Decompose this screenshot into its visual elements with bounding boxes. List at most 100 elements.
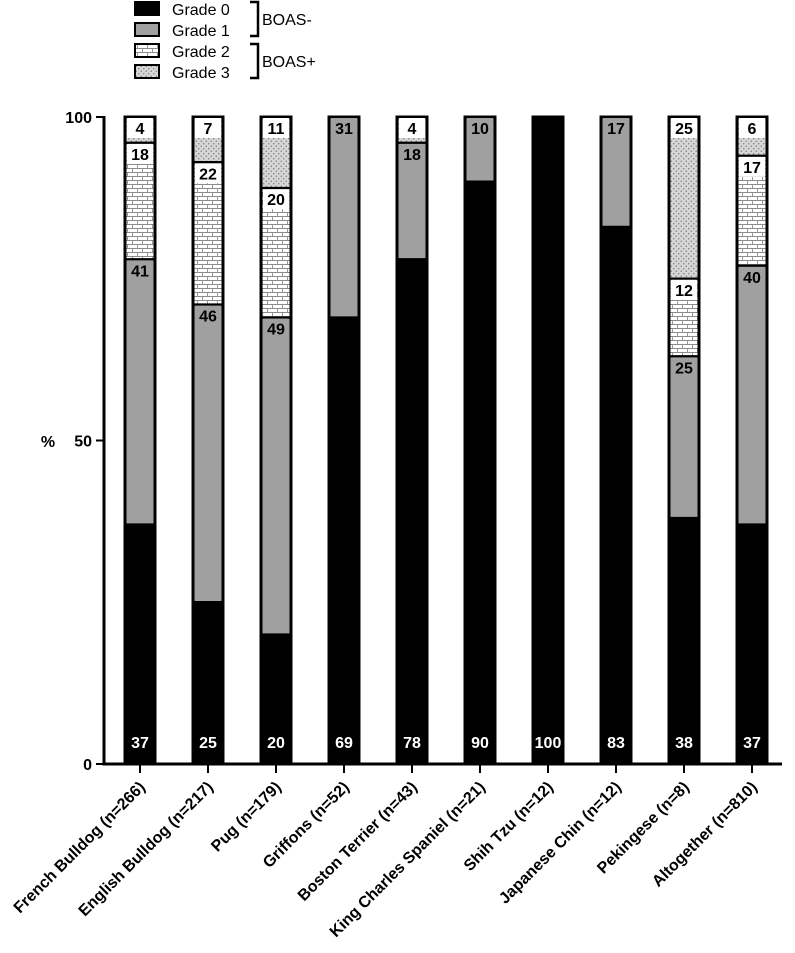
data-label-bg (195, 118, 221, 138)
data-label-bg (603, 118, 629, 138)
data-label: 78 (403, 735, 421, 752)
bar-segment-grade-2 (193, 162, 223, 305)
bar-segment-grade-0 (193, 602, 223, 764)
x-tick-label-japanese-chin: Japanese Chin (n=12) (496, 779, 625, 908)
bar-group-boston-terrier: 78 18 4 (395, 115, 429, 766)
data-label: 100 (535, 735, 562, 752)
y-axis-label: % (41, 434, 55, 451)
legend-swatch-grade-1 (134, 22, 160, 37)
bar-segment-grade-0 (533, 117, 563, 764)
legend-label-grade-0: Grade 0 (172, 2, 230, 19)
data-label-bg (671, 118, 697, 138)
bar-segment-grade-1 (737, 265, 767, 525)
bar-segment-grade-1 (261, 317, 291, 635)
legend-swatch-grade-2 (134, 43, 160, 58)
bar-outline (667, 115, 701, 766)
bar-segment-grade-0 (261, 634, 291, 764)
bar-segment-grade-1 (193, 304, 223, 603)
data-label: 12 (675, 283, 693, 300)
y-ticks: 0 50 100 (65, 110, 104, 774)
data-label: 18 (403, 147, 421, 164)
bar-group-pekingese: 38 25 12 25 (667, 115, 701, 766)
data-label-bg (399, 143, 425, 164)
data-label: 6 (748, 121, 757, 138)
bar-group-altogether: 37 40 17 6 (735, 115, 769, 766)
bar-outline (395, 115, 429, 766)
data-label: 41 (131, 263, 149, 280)
data-label: 25 (675, 360, 693, 377)
bar-segment-grade-0 (737, 524, 767, 764)
bar-group-japanese-chin: 83 17 (599, 115, 633, 766)
data-label-bg (671, 279, 697, 300)
data-label: 38 (675, 735, 693, 752)
bar-segment-grade-0 (329, 317, 359, 764)
data-label-bg (127, 260, 153, 281)
data-label-bg (739, 266, 765, 287)
x-tick-label-boston-terrier: Boston Terrier (n=43) (295, 779, 421, 905)
legend-group-label-boas: BOAS- (262, 12, 312, 29)
bar-group-shih-tzu: 100 (531, 115, 565, 766)
legend-swatch-grade-0 (134, 1, 160, 16)
data-label: 37 (743, 735, 761, 752)
data-label: 25 (675, 121, 693, 138)
x-tick-label-english-bulldog: English Bulldog (n=217) (76, 779, 217, 920)
bar-segment-grade-0 (601, 226, 631, 765)
bar-segment-grade-0 (397, 259, 427, 764)
data-label-bg (195, 163, 221, 184)
data-label: 46 (199, 309, 217, 326)
legend-label-grade-1: Grade 1 (172, 23, 230, 40)
data-label: 31 (335, 121, 353, 138)
bar-outline (463, 115, 497, 766)
bar-segment-grade-0 (669, 518, 699, 764)
x-tick-label-french-bulldog: French Bulldog (n=266) (11, 779, 149, 917)
x-ticks: French Bulldog (n=266)English Bulldog (n… (11, 765, 761, 941)
data-label-bg (739, 118, 765, 138)
data-label: 10 (471, 121, 489, 138)
bar-outline (735, 115, 769, 766)
bar-segment-grade-1 (669, 356, 699, 519)
y-tick-label: 100 (65, 110, 92, 127)
data-label: 69 (335, 735, 353, 752)
legend: Grade 0 Grade 1 Grade 2 Grade 3 BOAS- BOAS+ (134, 0, 316, 82)
data-label-bg (331, 118, 357, 138)
data-label-bg (671, 357, 697, 378)
bar-outline (531, 115, 565, 766)
y-tick-label: 50 (74, 434, 92, 451)
bar-group-griffons: 69 31 (327, 115, 361, 766)
legend-group-label-boas: BOAS+ (262, 54, 316, 71)
data-label: 17 (743, 160, 761, 177)
data-label-bg (127, 143, 153, 164)
bar-outline (123, 115, 157, 766)
data-label: 20 (267, 735, 285, 752)
bar-group-pug: 20 49 20 11 (259, 115, 293, 766)
bar-segment-grade-1 (125, 259, 155, 525)
legend-swatch-grade-3 (134, 64, 160, 79)
data-label: 22 (199, 166, 217, 183)
data-label: 25 (199, 735, 217, 752)
data-label: 40 (743, 270, 761, 287)
bar-outline (259, 115, 293, 766)
data-label: 11 (268, 121, 285, 138)
data-label-bg (399, 118, 425, 138)
bar-segment-grade-2 (261, 188, 291, 318)
bar-group-king-charles-spaniel: 90 10 (463, 115, 497, 766)
data-label-bg (127, 118, 153, 138)
data-label: 18 (131, 147, 149, 164)
data-label: 83 (607, 735, 625, 752)
bar-segment-grade-0 (465, 181, 495, 764)
data-label: 4 (136, 121, 145, 138)
legend-bracket (250, 42, 260, 80)
data-label: 20 (267, 192, 285, 209)
data-label-bg (263, 118, 289, 138)
x-tick-label-pug: Pug (n=179) (208, 779, 284, 855)
data-label: 49 (267, 322, 285, 339)
bars: 37 41 18 4 25 46 22 7 20 49 20 11 69 31 78 18 4 90 10 100 83… (123, 115, 769, 766)
bar-segment-grade-0 (125, 524, 155, 764)
bar-segment-grade-1 (329, 117, 359, 318)
bar-outline (327, 115, 361, 766)
data-label: 4 (408, 121, 417, 138)
data-label-bg (195, 305, 221, 326)
bar-group-english-bulldog: 25 46 22 7 (191, 115, 225, 766)
data-label: 7 (204, 121, 213, 138)
